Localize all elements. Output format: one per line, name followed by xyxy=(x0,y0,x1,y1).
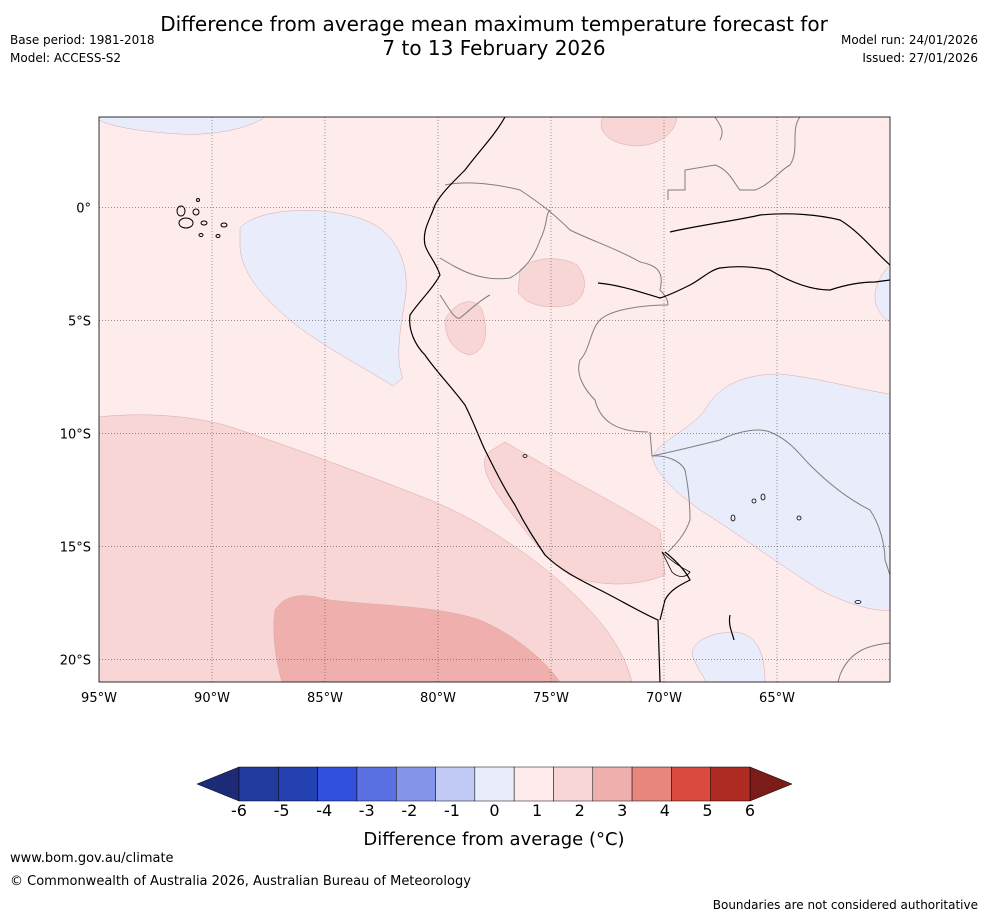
colorbar-tick-labels: -6 -5 -4 -3 -2 -1 0 1 2 3 4 5 6 xyxy=(231,801,755,820)
colorbar-bin xyxy=(553,766,594,802)
lakes xyxy=(522,454,862,604)
colorbar-bin xyxy=(317,766,358,802)
colorbar-bin xyxy=(356,766,397,802)
colorbar: -6 -5 -4 -3 -2 -1 0 1 2 3 4 5 6 Difference from aver… xyxy=(196,766,793,850)
colorbar-tick-label: 0 xyxy=(489,801,499,820)
x-tick-label: 85°W xyxy=(307,691,343,706)
colorbar-bin xyxy=(671,766,711,802)
colorbar-tick-label: -6 xyxy=(231,801,247,820)
colorbar-tick-label: -5 xyxy=(274,801,290,820)
colorbar-bin xyxy=(513,766,554,802)
colorbar-tick-label: 2 xyxy=(575,801,585,820)
base-period: Base period: 1981-2018 xyxy=(10,33,155,47)
model-name: Model: ACCESS-S2 xyxy=(10,51,122,65)
y-tick-label: 15°S xyxy=(60,540,91,555)
colorbar-tick-label: 5 xyxy=(702,801,712,820)
colorbar-bin xyxy=(238,766,279,802)
anomaly-region-cool-south xyxy=(691,631,766,682)
map-gridlines xyxy=(99,117,890,682)
colorbar-tick-label: 4 xyxy=(660,801,670,820)
colorbar-under-triangle xyxy=(196,766,240,802)
anomaly-region-warm-southwest xyxy=(99,414,633,682)
footer-note: Boundaries are not considered authoritat… xyxy=(712,898,978,912)
y-tick-labels: 0° 5°S 10°S 15°S 20°S xyxy=(60,201,91,668)
colorbar-bin xyxy=(592,766,633,802)
x-tick-label: 70°W xyxy=(646,691,682,706)
colorbar-tick-label: 6 xyxy=(745,801,755,820)
colorbar-bin xyxy=(710,766,751,802)
x-tick-label: 80°W xyxy=(420,691,456,706)
x-tick-labels: 95°W 90°W 85°W 80°W 75°W 70°W 65°W xyxy=(81,691,795,706)
map-frame xyxy=(98,116,891,683)
colorbar-tick-label: -4 xyxy=(316,801,332,820)
y-tick-label: 0° xyxy=(76,201,91,216)
colorbar-bin xyxy=(631,766,672,802)
colorbar-bin xyxy=(474,766,515,802)
title-line-1: Difference from average mean maximum tem… xyxy=(160,12,828,36)
meta-right: Model run: 24/01/2026 Issued: 27/01/2026 xyxy=(841,31,978,67)
x-tick-label: 75°W xyxy=(533,691,569,706)
anomaly-region-cool-east xyxy=(874,264,890,323)
meta-left: Base period: 1981-2018 Model: ACCESS-S2 xyxy=(10,31,155,67)
anomaly-region-warm-north xyxy=(601,117,678,147)
colorbar-tick-label: 1 xyxy=(532,801,542,820)
footer-copyright: © Commonwealth of Australia 2026, Austra… xyxy=(10,874,471,889)
colorbar-bin xyxy=(278,766,318,802)
colorbar-tick-label: -3 xyxy=(359,801,375,820)
colorbar-title: Difference from average (°C) xyxy=(363,829,624,850)
map-panel xyxy=(99,117,890,682)
y-tick-label: 5°S xyxy=(68,314,91,329)
model-run: Model run: 24/01/2026 xyxy=(840,33,978,47)
colorbar-bin xyxy=(435,766,476,802)
footer-url: www.bom.gov.au/climate xyxy=(10,851,174,866)
colorbar-bins xyxy=(238,766,751,802)
x-tick-label: 90°W xyxy=(194,691,230,706)
chart-title: Difference from average mean maximum tem… xyxy=(0,12,988,60)
colorbar-bin xyxy=(395,766,436,802)
anomaly-region-warm-coast xyxy=(484,441,666,585)
colorbar-tick-label: -2 xyxy=(401,801,417,820)
galapagos-islands xyxy=(176,198,228,238)
y-tick-label: 20°S xyxy=(60,653,91,668)
issued-date: Issued: 27/01/2026 xyxy=(862,51,978,65)
colorbar-tick-label: -1 xyxy=(444,801,460,820)
country-borders xyxy=(439,117,890,682)
colorbar-tick-label: 3 xyxy=(617,801,627,820)
anomaly-region-hot-southwest xyxy=(273,595,561,682)
anomaly-region-cool-north xyxy=(99,117,266,135)
x-tick-label: 65°W xyxy=(759,691,795,706)
title-line-2: 7 to 13 February 2026 xyxy=(382,36,606,60)
anomaly-region-warm-ecuador xyxy=(444,301,486,356)
anomaly-region-cool-inland xyxy=(651,373,890,611)
colorbar-over-triangle xyxy=(749,766,793,802)
anomaly-region-cool-ocean xyxy=(239,210,407,387)
x-tick-label: 95°W xyxy=(81,691,117,706)
y-tick-label: 10°S xyxy=(60,427,91,442)
coastlines xyxy=(409,117,890,682)
